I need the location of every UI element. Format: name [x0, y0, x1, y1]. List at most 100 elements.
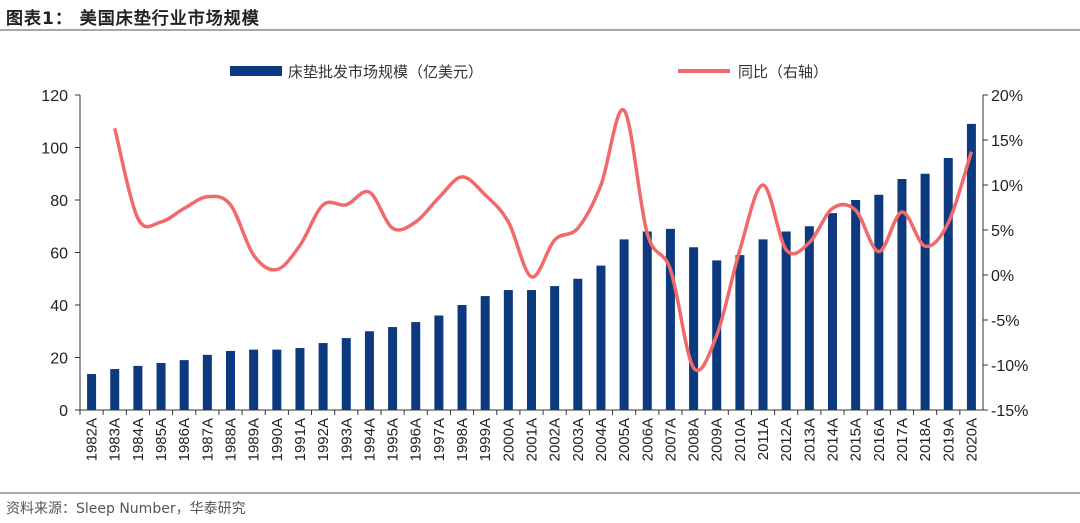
x-tick-label: 1989A	[246, 418, 263, 461]
left-tick-label: 80	[50, 193, 68, 210]
left-tick-label: 40	[50, 298, 68, 315]
x-tick-label: 2004A	[593, 418, 610, 461]
bar-2016A	[874, 194, 884, 410]
x-tick-label: 1991A	[292, 418, 309, 461]
bar-1988A	[226, 350, 235, 410]
x-tick-label: 1999A	[477, 418, 494, 461]
bar-1987A	[202, 354, 212, 410]
x-tick-label: 2003A	[570, 418, 587, 461]
x-tick-label: 1983A	[107, 418, 124, 461]
chart: 床垫批发市场规模（亿美元） 同比（右轴） 0 20 40 60 80 100 120 -15%…	[41, 64, 1028, 461]
x-tick-label: 1988A	[223, 418, 240, 461]
right-tick-label: 10%	[991, 178, 1023, 195]
legend-line-label: 同比（右轴）	[738, 64, 828, 81]
x-tick-label: 2005A	[616, 418, 633, 461]
x-tick-label: 2010A	[732, 418, 749, 461]
bar-2008A	[689, 247, 699, 410]
x-tick-label: 1998A	[454, 418, 471, 461]
x-tick-label: 2001A	[524, 418, 541, 461]
bar-2019A	[943, 158, 953, 410]
bar-1995A	[388, 327, 398, 410]
legend-bar-swatch	[230, 66, 282, 76]
bar-2011A	[758, 239, 768, 410]
x-tick-label: 2018A	[917, 418, 934, 461]
x-tick-label: 1987A	[199, 418, 216, 461]
left-tick-label: 100	[41, 141, 68, 158]
x-tick-label: 1984A	[130, 418, 147, 461]
bar-1990A	[272, 349, 282, 410]
bar-1982A	[87, 374, 97, 410]
x-tick-label: 2002A	[547, 418, 564, 461]
bar-1997A	[434, 315, 444, 410]
right-tick-label: -10%	[991, 358, 1028, 375]
x-tick-label: 1993A	[338, 418, 355, 461]
x-tick-label: 2012A	[778, 418, 795, 461]
right-tick-label: -15%	[991, 403, 1028, 420]
x-tick-label: 2011A	[755, 418, 772, 460]
bar-1986A	[179, 360, 189, 410]
x-tick-label: 2014A	[825, 418, 842, 461]
x-tick-label: 1994A	[361, 418, 378, 461]
right-tick-label: -5%	[991, 313, 1019, 330]
bar-1983A	[110, 369, 120, 410]
bar-1991A	[295, 348, 305, 410]
footer-divider	[0, 492, 1080, 494]
x-tick-label: 2016A	[871, 418, 888, 461]
bar-2012A	[781, 231, 791, 410]
x-tick-label: 1995A	[385, 418, 402, 461]
x-tick-label: 2017A	[894, 418, 911, 461]
bar-1999A	[480, 296, 490, 410]
bar-2013A	[804, 226, 814, 410]
x-tick-label: 1996A	[408, 418, 425, 461]
x-tick-label: 2007A	[662, 418, 679, 461]
bar-1998A	[457, 305, 467, 410]
bar-1984A	[133, 365, 143, 410]
x-tick-label: 2006A	[639, 418, 656, 461]
left-tick-label: 120	[41, 88, 68, 105]
x-tick-label: 2008A	[686, 418, 703, 461]
bar-2004A	[596, 265, 606, 410]
chart-title: 图表1： 美国床垫行业市场规模	[6, 9, 260, 29]
x-tick-label: 1982A	[84, 418, 101, 461]
right-tick-label: 0%	[991, 268, 1014, 285]
bar-2018A	[920, 173, 930, 410]
bar-2003A	[573, 278, 583, 410]
bar-1985A	[156, 363, 166, 410]
bar-2002A	[550, 286, 560, 410]
bar-2015A	[851, 200, 861, 410]
x-tick-label: 2019A	[940, 418, 957, 461]
x-tick-label: 2000A	[500, 418, 517, 461]
x-tick-label: 1992A	[315, 418, 332, 461]
header-divider	[0, 29, 1080, 31]
x-tick-label: 1985A	[153, 418, 170, 461]
source-note: 资料来源：Sleep Number，华泰研究	[6, 501, 246, 517]
bar-2001A	[527, 290, 536, 410]
bar-1993A	[341, 338, 351, 410]
left-tick-label: 20	[50, 351, 68, 368]
bar-1994A	[364, 331, 374, 410]
legend: 床垫批发市场规模（亿美元） 同比（右轴）	[230, 64, 828, 81]
bar-1992A	[318, 343, 328, 410]
yoy-line	[113, 108, 974, 373]
x-tick-label: 2020A	[963, 418, 980, 461]
right-tick-label: 5%	[991, 223, 1014, 240]
bar-1996A	[411, 322, 421, 410]
x-tick-label: 2013A	[801, 418, 818, 461]
x-tick-label: 1990A	[269, 418, 286, 461]
x-tick-label: 2015A	[848, 418, 865, 461]
bar-2020A	[966, 123, 976, 410]
left-tick-label: 60	[50, 246, 68, 263]
bar-2014A	[828, 213, 837, 410]
x-tick-label: 1997A	[431, 418, 448, 461]
bar-1989A	[249, 349, 259, 410]
right-tick-label: 20%	[991, 88, 1023, 105]
bar-2006A	[642, 231, 652, 410]
bar-2010A	[735, 255, 745, 410]
bar-2017A	[897, 179, 907, 410]
x-tick-label: 1986A	[176, 418, 193, 461]
right-tick-label: 15%	[991, 133, 1023, 150]
bar-2005A	[619, 239, 629, 410]
x-tick-label: 2009A	[709, 418, 726, 461]
bar-2007A	[665, 228, 675, 410]
bar-2000A	[503, 290, 513, 410]
